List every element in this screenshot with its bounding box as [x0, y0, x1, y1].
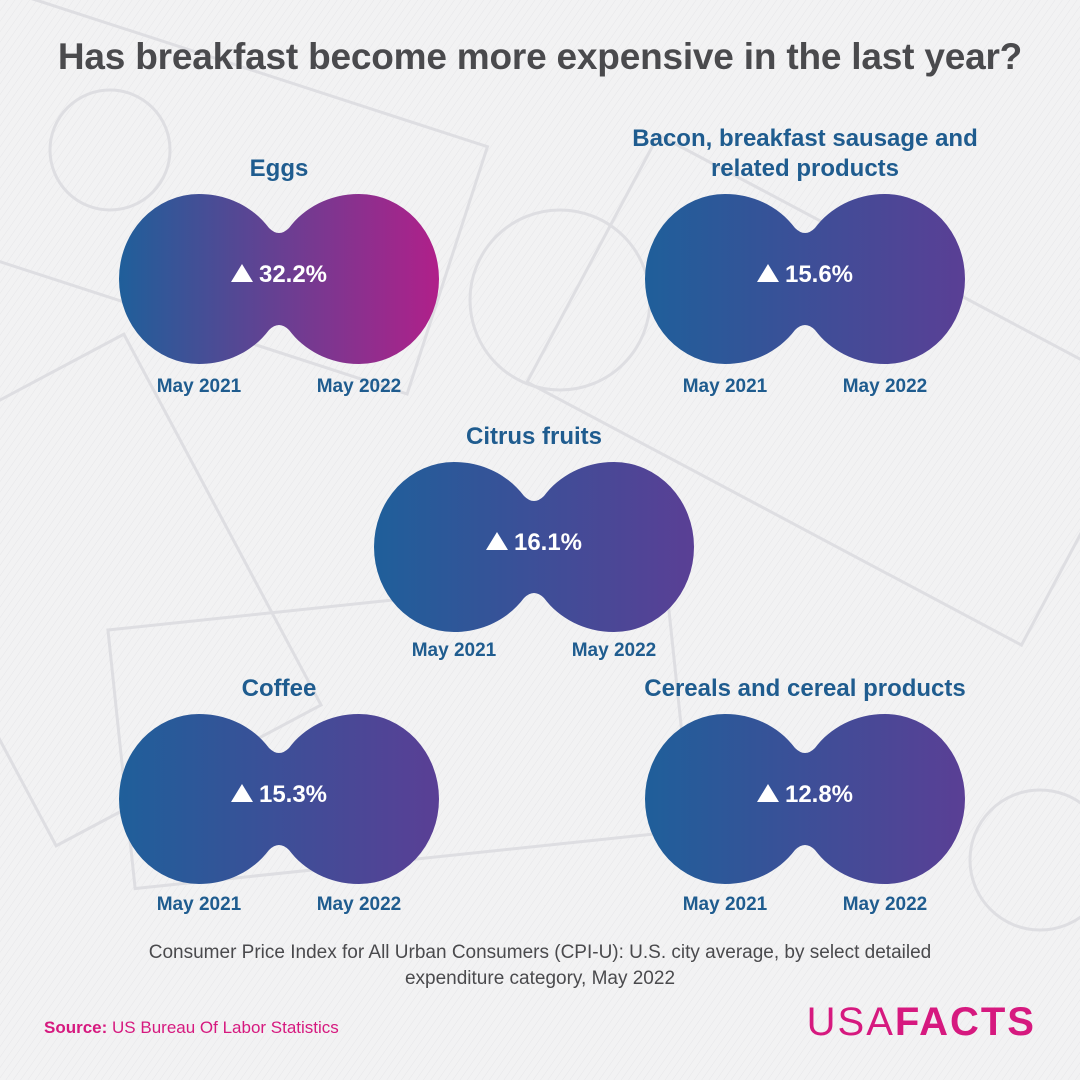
percent-change: 32.2%	[119, 260, 439, 290]
change-blob	[645, 194, 965, 364]
change-blob	[645, 714, 965, 884]
date-start: May 2021	[682, 376, 768, 397]
percent-value: 16.1%	[513, 529, 583, 556]
change-blob	[374, 462, 694, 632]
panel-title: Bacon, breakfast sausage and related pro…	[632, 125, 978, 182]
panel-eggs: Eggs 32.2% May 2021 May 2022	[79, 150, 479, 410]
logo-part-usa: USA	[806, 1000, 895, 1044]
up-triangle-icon	[230, 264, 253, 282]
percent-value: 12.8%	[784, 781, 854, 808]
percent-change: 15.6%	[645, 260, 965, 290]
source-label: Source:	[44, 1018, 108, 1037]
date-start: May 2021	[411, 640, 497, 661]
panel-title: Cereals and cereal products	[644, 675, 966, 702]
date-end: May 2022	[842, 376, 928, 397]
logo-part-facts: FACTS	[894, 1000, 1036, 1044]
panel-title: Coffee	[241, 675, 317, 702]
usafacts-logo: USAFACTS	[807, 1000, 1036, 1045]
up-triangle-icon	[756, 264, 779, 282]
blob-shape	[119, 194, 439, 364]
up-triangle-icon	[485, 532, 508, 550]
date-start: May 2021	[682, 894, 768, 915]
panel-cereals: Cereals and cereal products 12.8% May 20…	[605, 670, 1005, 930]
change-blob	[119, 714, 439, 884]
source-line: Source: US Bureau Of Labor Statistics	[44, 1018, 339, 1038]
panel-title: Citrus fruits	[465, 423, 602, 450]
panel-coffee: Coffee 15.3% May 2021 May 2022	[79, 670, 479, 930]
date-end: May 2022	[316, 376, 402, 397]
percent-change: 15.3%	[119, 780, 439, 810]
percent-value: 15.6%	[784, 261, 854, 288]
blob-shape	[645, 194, 965, 364]
footnote: Consumer Price Index for All Urban Consu…	[148, 942, 932, 989]
blob-shape	[374, 462, 694, 632]
panel-citrus: Citrus fruits 16.1% May 2021 May 2022	[334, 418, 734, 678]
percent-value: 15.3%	[258, 781, 328, 808]
date-end: May 2022	[842, 894, 928, 915]
date-end: May 2022	[571, 640, 657, 661]
percent-change: 12.8%	[645, 780, 965, 810]
date-start: May 2021	[156, 376, 242, 397]
change-blob	[119, 194, 439, 364]
percent-value: 32.2%	[258, 261, 328, 288]
blob-shape	[119, 714, 439, 884]
up-triangle-icon	[230, 784, 253, 802]
date-end: May 2022	[316, 894, 402, 915]
panel-bacon: Bacon, breakfast sausage and related pro…	[605, 120, 1005, 410]
date-start: May 2021	[156, 894, 242, 915]
up-triangle-icon	[756, 784, 779, 802]
blob-shape	[645, 714, 965, 884]
panel-title: Eggs	[249, 155, 309, 182]
source-text: US Bureau Of Labor Statistics	[112, 1018, 339, 1037]
main-title: Has breakfast become more expensive in t…	[57, 36, 1023, 77]
percent-change: 16.1%	[374, 528, 694, 558]
